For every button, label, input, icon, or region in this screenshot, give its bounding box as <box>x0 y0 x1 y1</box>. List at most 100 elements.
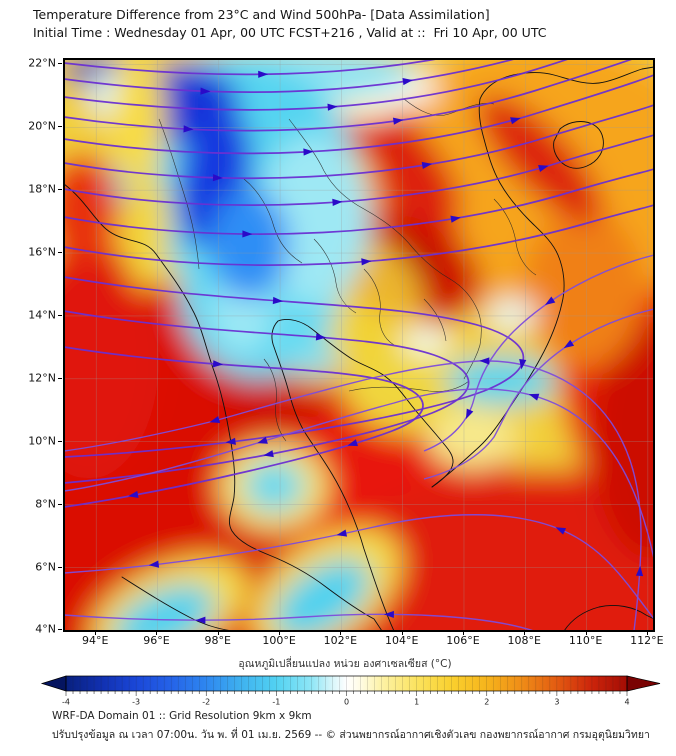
wind-arrow-icon <box>538 165 549 172</box>
wind-arrow-icon <box>209 416 221 423</box>
wind-arrow-icon <box>635 565 644 577</box>
wind-arrow-icon <box>563 339 575 349</box>
x-axis-tick <box>462 631 464 635</box>
wind-arrow-icon <box>303 148 314 156</box>
x-axis-tick <box>646 631 648 635</box>
y-axis-tick <box>58 252 62 254</box>
x-axis-tick <box>279 631 281 635</box>
page-title: Temperature Difference from 23°C and Win… <box>33 7 490 22</box>
colorbar-tick-label: -2 <box>202 698 210 707</box>
wind-arrow-icon <box>128 490 139 499</box>
y-axis-tick <box>58 63 62 65</box>
y-axis-tick <box>58 189 62 191</box>
wind-arrow-icon <box>421 161 433 169</box>
wind-arrowheads <box>128 70 644 624</box>
y-axis-tick <box>58 126 62 128</box>
x-axis-tick-label: 106°E <box>446 634 480 647</box>
page-subtitle: Initial Time : Wednesday 01 Apr, 00 UTC … <box>33 25 547 40</box>
wind-arrow-icon <box>450 215 461 223</box>
colorbar-tick-label: -4 <box>62 698 70 707</box>
y-axis-tick-label: 14°N <box>28 308 56 322</box>
x-axis-tick <box>156 631 158 635</box>
y-axis-tick <box>58 566 62 568</box>
wind-arrow-icon <box>361 258 372 266</box>
y-axis-tick-label: 20°N <box>28 119 56 133</box>
wind-arrow-icon <box>195 616 206 624</box>
x-axis-tick <box>401 631 403 635</box>
colorbar-tick-label: -1 <box>272 698 280 707</box>
wind-arrow-icon <box>263 450 274 458</box>
colorbar-tick-label: 2 <box>484 698 489 707</box>
wind-arrow-icon <box>258 70 269 78</box>
y-axis-tick-label: 16°N <box>28 245 56 259</box>
x-axis-tick-label: 110°E <box>568 634 603 647</box>
x-axis-tick-label: 104°E <box>384 634 419 647</box>
footer-domain-info: WRF-DA Domain 01 :: Grid Resolution 9km … <box>52 710 312 722</box>
y-axis-tick <box>58 440 62 442</box>
footer-update-info: ปรับปรุงข้อมูล ณ เวลา 07:00น. วัน พ. ที่… <box>52 729 650 741</box>
wind-arrow-icon <box>392 117 404 125</box>
wind-arrow-icon <box>212 360 224 368</box>
x-axis-tick <box>585 631 587 635</box>
wind-arrow-icon <box>183 125 194 133</box>
wind-arrow-icon <box>545 296 556 306</box>
x-axis-tick-label: 102°E <box>323 634 358 647</box>
temperature-field <box>64 59 654 631</box>
wind-arrow-icon <box>519 359 527 370</box>
y-axis-tick-label: 6°N <box>35 560 56 574</box>
wind-arrow-icon <box>272 296 283 305</box>
x-axis-tick-label: 94°E <box>81 634 109 647</box>
wind-arrow-icon <box>242 230 253 238</box>
wind-arrow-icon <box>528 393 540 401</box>
wind-arrow-icon <box>479 357 490 365</box>
y-axis-tick-label: 10°N <box>28 434 56 448</box>
wind-arrow-icon <box>555 527 567 535</box>
x-axis-tick-label: 108°E <box>507 634 542 647</box>
wind-arrow-icon <box>200 87 211 95</box>
y-axis-tick <box>58 314 62 316</box>
wind-arrow-icon <box>402 77 413 86</box>
colorbar-tick-label: 1 <box>414 698 419 707</box>
x-axis-tick-label: 100°E <box>262 634 296 647</box>
x-axis-tick-label: 98°E <box>204 634 232 647</box>
x-axis-tick <box>340 631 342 635</box>
x-axis-tick <box>217 631 219 635</box>
map-plot-area <box>63 58 655 632</box>
wind-arrow-icon <box>212 174 223 182</box>
wind-arrow-icon <box>510 117 521 125</box>
wind-arrow-icon <box>383 610 394 619</box>
colorbar: อุณหภูมิเปลี่ยนแปลง หน่วย องศาเซลเซียส (… <box>40 656 661 707</box>
wind-arrow-icon <box>225 437 236 445</box>
y-axis-tick-label: 4°N <box>35 622 56 636</box>
x-axis-tick-label: 96°E <box>143 634 170 647</box>
colorbar-right-arrow <box>627 676 660 691</box>
wind-arrow-icon <box>332 198 343 206</box>
wind-arrow-icon <box>257 436 268 444</box>
y-axis-tick-label: 22°N <box>28 56 56 70</box>
x-axis-tick-label: 112°E <box>630 634 664 647</box>
colorbar-tick-label: 0 <box>344 698 349 707</box>
colorbar-tick-labels: -4 -3 -2 -1 0 1 2 3 4 <box>62 698 630 707</box>
colorbar-label: อุณหภูมิเปลี่ยนแปลง หน่วย องศาเซลเซียส (… <box>238 656 451 670</box>
colorbar-left-arrow <box>42 676 66 691</box>
title-block: Temperature Difference from 23°C and Win… <box>33 6 546 42</box>
y-axis-tick-label: 18°N <box>28 182 56 196</box>
wind-arrow-icon <box>465 408 474 420</box>
y-axis-tick <box>58 377 62 379</box>
y-axis-tick <box>58 629 62 631</box>
x-axis-tick <box>95 631 97 635</box>
y-axis-tick <box>58 503 62 505</box>
y-axis-tick-label: 8°N <box>35 497 56 511</box>
wind-arrow-icon <box>327 103 338 111</box>
map-canvas <box>64 59 654 631</box>
colorbar-tick-label: -3 <box>132 698 140 707</box>
colorbar-tick-label: 3 <box>554 698 559 707</box>
wind-arrow-icon <box>336 529 348 537</box>
wind-arrow-icon <box>315 333 327 341</box>
x-axis-tick <box>524 631 526 635</box>
wind-arrow-icon <box>347 439 358 447</box>
wind-arrow-icon <box>148 560 160 568</box>
colorbar-tick-label: 4 <box>624 698 629 707</box>
y-axis-tick-label: 12°N <box>28 371 56 385</box>
